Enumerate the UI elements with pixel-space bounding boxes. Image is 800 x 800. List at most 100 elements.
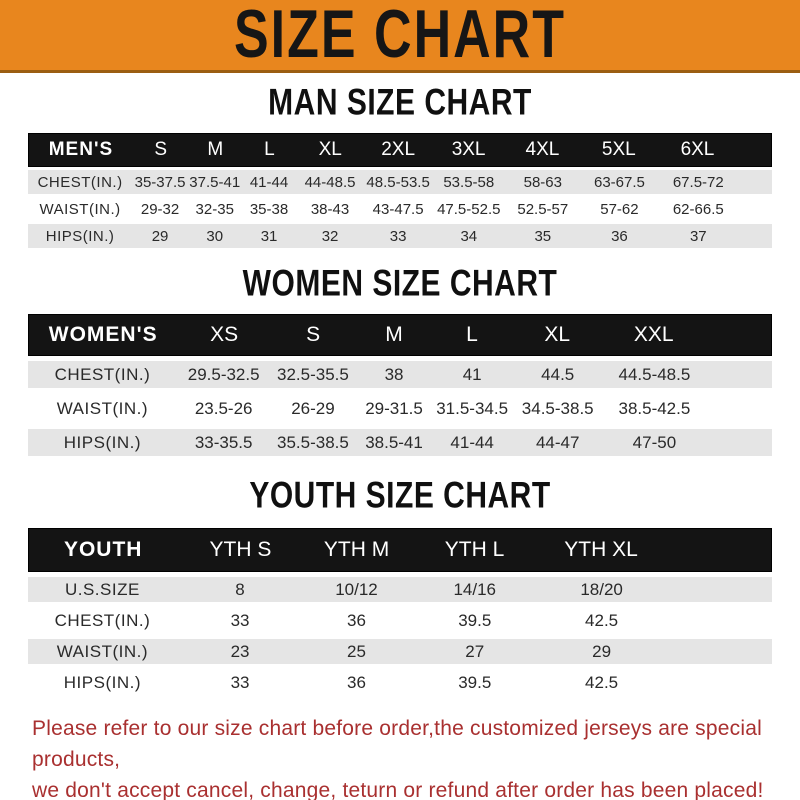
column-header: 4XL bbox=[525, 139, 560, 160]
size-value: 44-48.5 bbox=[304, 173, 356, 191]
size-value: 29 bbox=[151, 227, 169, 245]
column-header: L bbox=[466, 323, 478, 346]
size-value: 42.5 bbox=[585, 672, 619, 692]
size-value: 23.5-26 bbox=[194, 398, 253, 418]
size-value: 32.5-35.5 bbox=[277, 364, 349, 384]
youth-size-table: YOUTH YTH S YTH M YTH L YTH XL U.S.SIZE 8 10/12… bbox=[28, 528, 772, 695]
table-header-bar: WOMEN'S XS S M L XL XXL bbox=[28, 314, 772, 356]
size-value: 35-38 bbox=[249, 200, 289, 218]
column-header: YTH XL bbox=[564, 538, 638, 561]
size-value: 41 bbox=[462, 364, 482, 384]
column-header: XL bbox=[544, 323, 571, 346]
size-value: 29 bbox=[592, 641, 612, 661]
table-row: HIPS(IN.) 29 30 31 32 33 34 35 36 37 bbox=[28, 224, 772, 248]
column-header: 2XL bbox=[381, 139, 416, 160]
size-value: 29-32 bbox=[140, 200, 180, 218]
women-section-heading: WOMEN SIZE CHART bbox=[242, 262, 558, 304]
column-header: S bbox=[306, 323, 321, 346]
table-row: HIPS(IN.) 33-35.5 35.5-38.5 38.5-41 41-44 44-… bbox=[28, 429, 772, 456]
table-row: CHEST(IN.) 33 36 39.5 42.5 bbox=[28, 608, 772, 633]
size-value: 33 bbox=[230, 672, 250, 692]
table-row: CHEST(IN.) 35-37.5 37.5-41 41-44 44-48.5 48.5… bbox=[28, 170, 772, 194]
row-label: WAIST(IN.) bbox=[56, 398, 149, 418]
size-value: 38-43 bbox=[310, 200, 350, 218]
size-value: 34.5-38.5 bbox=[521, 398, 594, 418]
table-title: WOMEN'S bbox=[48, 323, 158, 346]
size-value: 25 bbox=[347, 641, 366, 661]
size-value: 36 bbox=[611, 227, 628, 245]
size-value: 31.5-34.5 bbox=[436, 398, 509, 418]
table-row: WAIST(IN.) 23.5-26 26-29 29-31.5 31.5-34.5 34… bbox=[28, 395, 772, 422]
size-value: 47.5-52.5 bbox=[437, 200, 501, 218]
size-value: 32-35 bbox=[195, 200, 234, 218]
banner-title: SIZE CHART bbox=[234, 0, 566, 73]
size-value: 35.5-38.5 bbox=[277, 432, 349, 452]
column-header: YTH M bbox=[323, 538, 390, 561]
column-header: XS bbox=[210, 323, 239, 346]
size-value: 53.5-58 bbox=[443, 173, 495, 191]
column-header: S bbox=[154, 139, 168, 160]
row-label: HIPS(IN.) bbox=[45, 227, 115, 245]
men-size-table: MEN'S S M L XL 2XL 3XL 4XL 5XL 6XL CHEST(IN.) 35-37… bbox=[28, 133, 772, 248]
youth-section-heading: YOUTH SIZE CHART bbox=[249, 474, 551, 516]
column-header: YTH L bbox=[444, 538, 505, 561]
size-value: 14/16 bbox=[453, 579, 497, 599]
size-value: 47-50 bbox=[632, 432, 677, 452]
table-header-bar: MEN'S S M L XL 2XL 3XL 4XL 5XL 6XL bbox=[28, 133, 772, 167]
size-value: 31 bbox=[260, 227, 278, 245]
column-header: 5XL bbox=[601, 139, 636, 160]
row-label: HIPS(IN.) bbox=[63, 672, 142, 692]
size-value: 52.5-57 bbox=[517, 200, 569, 218]
size-value: 10/12 bbox=[335, 579, 378, 599]
column-header: XXL bbox=[633, 323, 674, 346]
column-header: YTH S bbox=[209, 538, 272, 561]
size-value: 18/20 bbox=[580, 579, 623, 599]
footer-line-2: we don't accept cancel, change, teturn o… bbox=[32, 779, 764, 800]
women-size-table: WOMEN'S XS S M L XL XXL CHEST(IN.) 29.5-32.5 32.5… bbox=[28, 314, 772, 456]
size-value: 62-66.5 bbox=[672, 200, 724, 218]
size-value: 38 bbox=[384, 364, 404, 384]
column-header: L bbox=[264, 139, 275, 160]
table-title: MEN'S bbox=[48, 139, 114, 160]
table-row: WAIST(IN.) 23 25 27 29 bbox=[28, 639, 772, 664]
section-men: MAN SIZE CHART MEN'S S M L XL 2XL 3XL 4XL 5XL 6XL… bbox=[0, 82, 800, 248]
size-value: 67.5-72 bbox=[672, 173, 724, 191]
row-label: CHEST(IN.) bbox=[54, 610, 151, 630]
size-value: 63-67.5 bbox=[593, 173, 645, 191]
size-value: 57-62 bbox=[600, 200, 639, 218]
size-value: 23 bbox=[230, 641, 250, 661]
row-label: WAIST(IN.) bbox=[39, 200, 121, 218]
row-label: HIPS(IN.) bbox=[63, 432, 142, 452]
row-label: WAIST(IN.) bbox=[56, 641, 149, 661]
size-value: 44.5-48.5 bbox=[618, 364, 691, 384]
size-value: 30 bbox=[206, 227, 224, 245]
size-value: 33 bbox=[389, 227, 407, 245]
column-header: M bbox=[385, 323, 403, 346]
size-value: 32 bbox=[321, 227, 339, 245]
column-header: 6XL bbox=[680, 139, 715, 160]
men-section-heading: MAN SIZE CHART bbox=[268, 81, 532, 123]
size-value: 8 bbox=[235, 579, 245, 599]
section-women: WOMEN SIZE CHART WOMEN'S XS S M L XL XXL CHEST(… bbox=[0, 263, 800, 456]
column-header: M bbox=[207, 139, 224, 160]
size-value: 35-37.5 bbox=[134, 173, 186, 191]
size-value: 41-44 bbox=[450, 432, 494, 452]
size-value: 29.5-32.5 bbox=[187, 364, 260, 384]
size-value: 44.5 bbox=[541, 364, 575, 384]
size-value: 39.5 bbox=[458, 672, 492, 692]
size-value: 36 bbox=[347, 672, 366, 692]
row-label: CHEST(IN.) bbox=[54, 364, 151, 384]
size-value: 43-47.5 bbox=[372, 200, 424, 218]
table-title: YOUTH bbox=[63, 538, 143, 561]
size-value: 27 bbox=[465, 641, 485, 661]
column-header: 3XL bbox=[451, 139, 486, 160]
table-row: U.S.SIZE 8 10/12 14/16 18/20 bbox=[28, 577, 772, 602]
table-row: HIPS(IN.) 33 36 39.5 42.5 bbox=[28, 670, 772, 695]
size-value: 58-63 bbox=[523, 173, 562, 191]
size-value: 48.5-53.5 bbox=[366, 173, 430, 191]
size-value: 35 bbox=[534, 227, 552, 245]
table-row: CHEST(IN.) 29.5-32.5 32.5-35.5 38 41 44.5 44.5… bbox=[28, 361, 772, 388]
size-value: 29-31.5 bbox=[365, 398, 423, 418]
table-header-bar: YOUTH YTH S YTH M YTH L YTH XL bbox=[28, 528, 772, 572]
